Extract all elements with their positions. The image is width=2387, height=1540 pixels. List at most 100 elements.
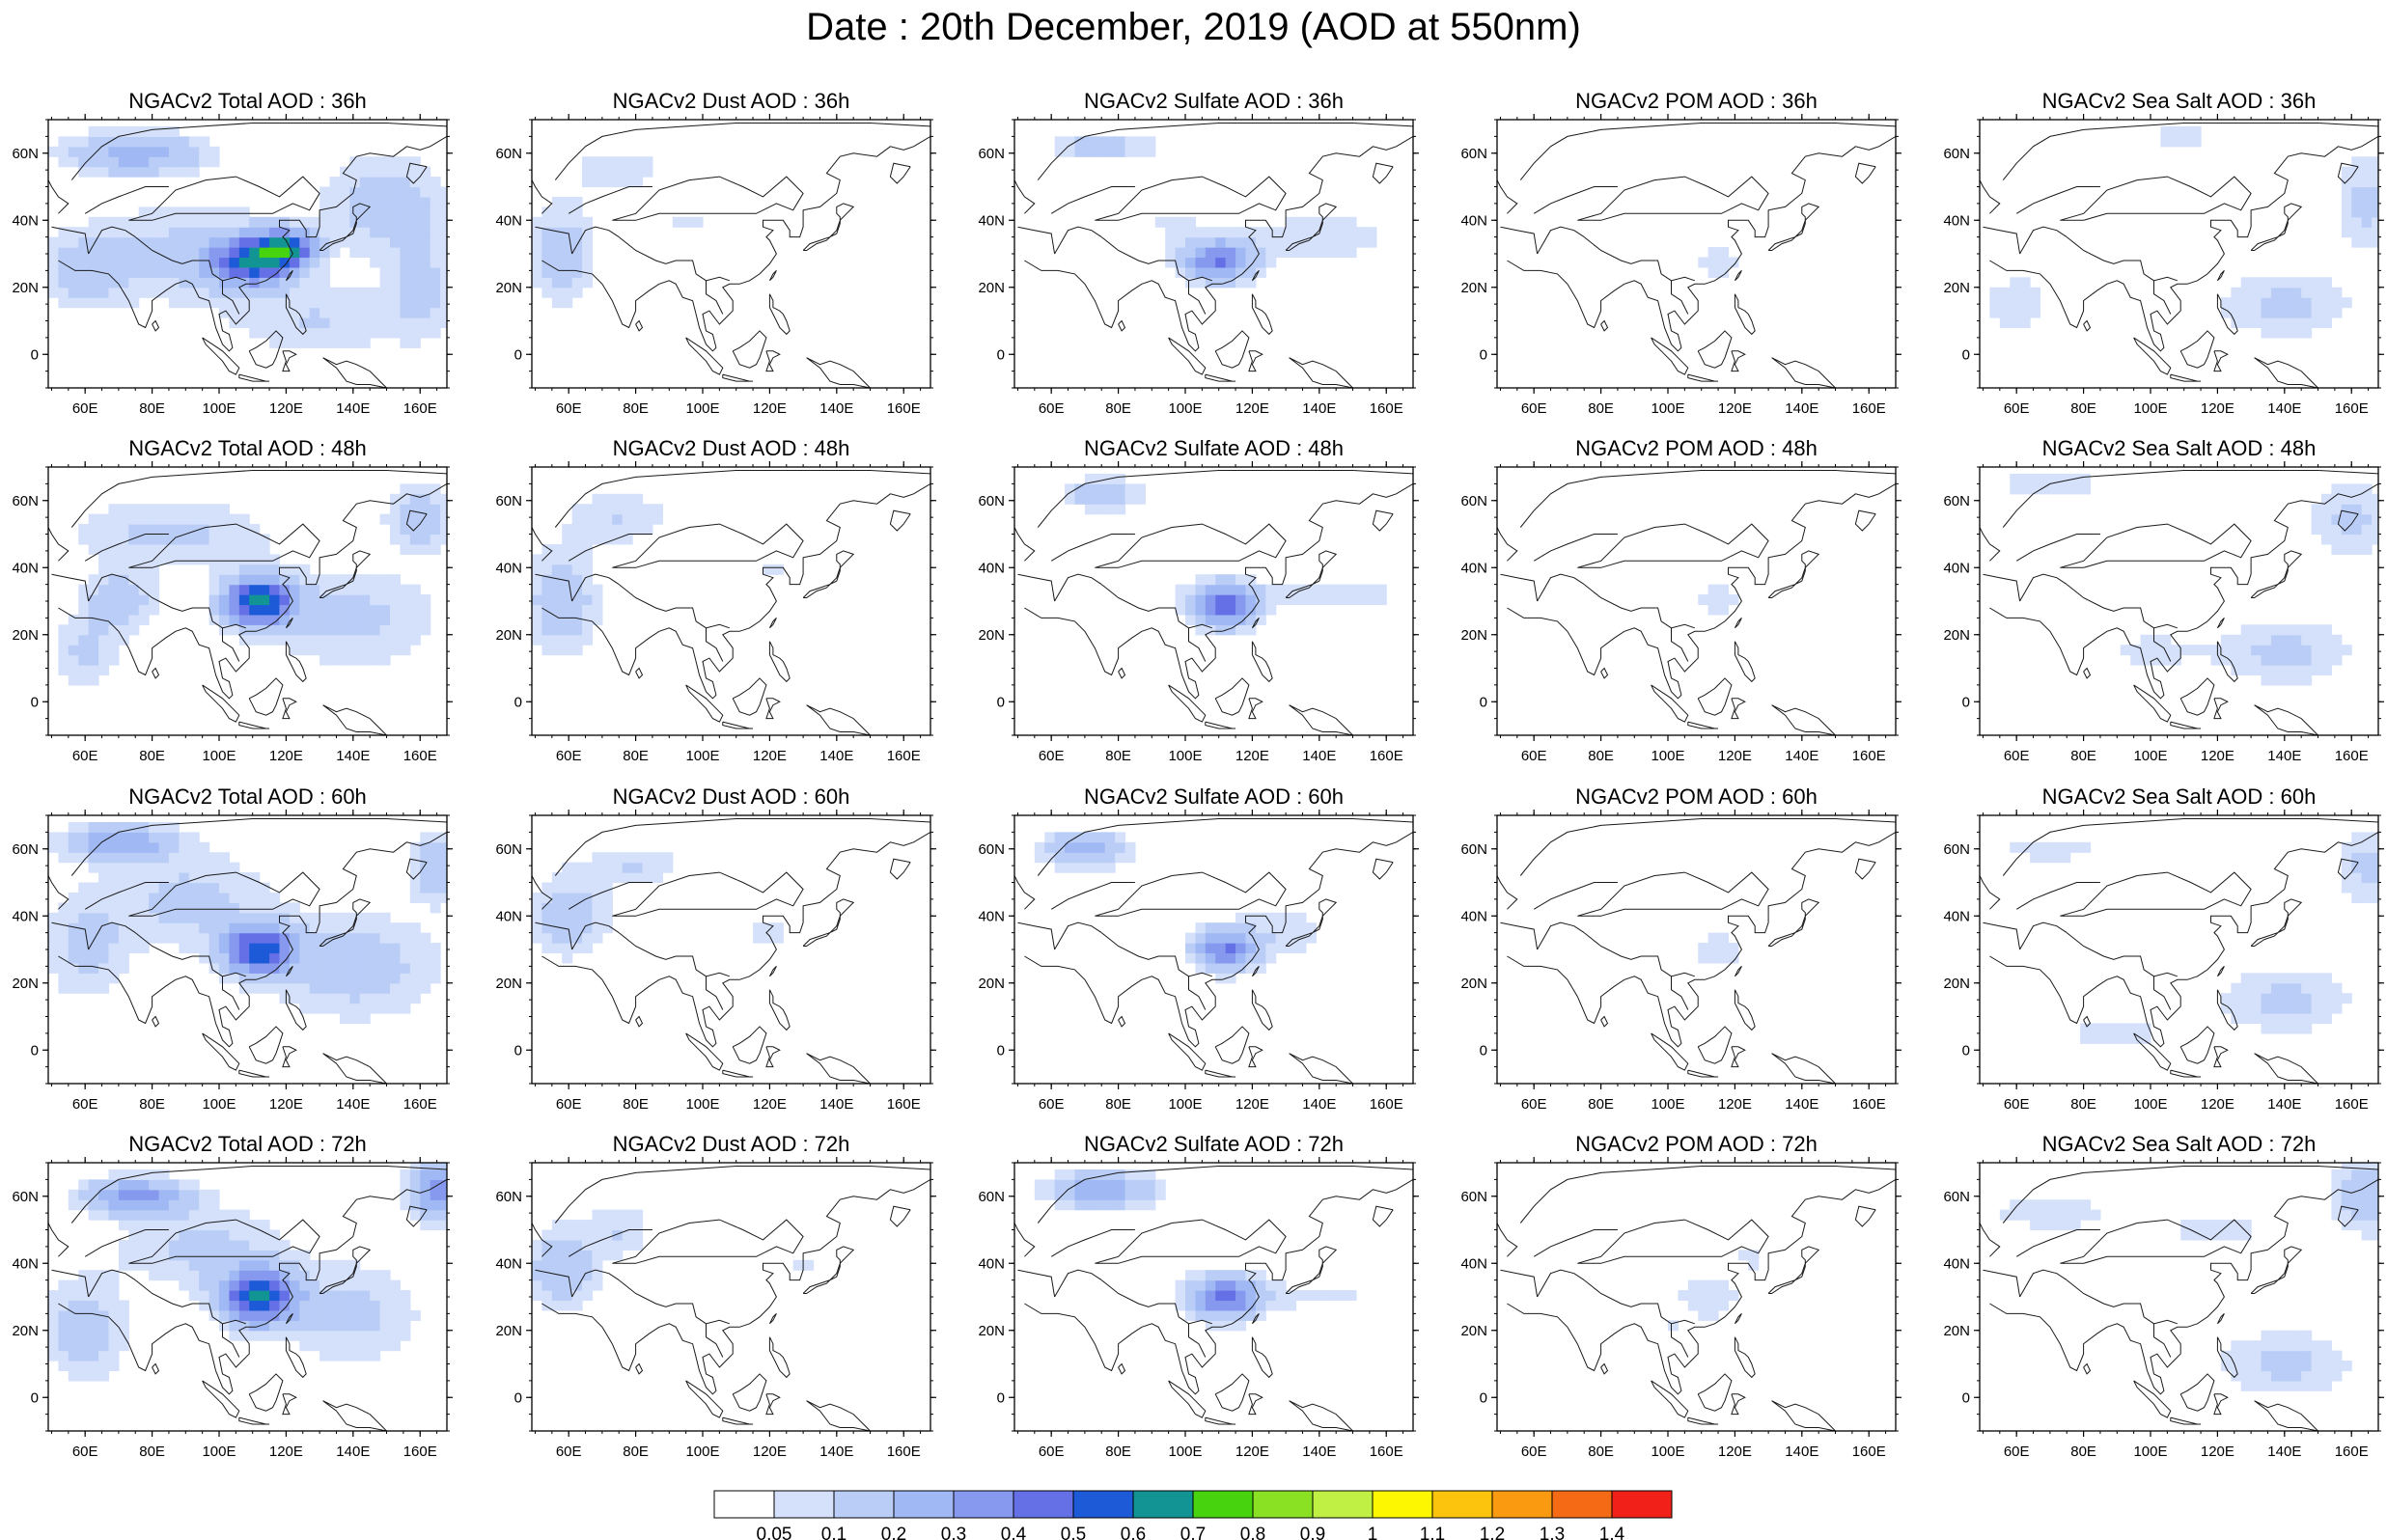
aod-cell xyxy=(188,513,200,525)
aod-cell xyxy=(219,216,231,228)
aod-cell xyxy=(339,1320,350,1332)
aod-cell xyxy=(1286,216,1297,228)
coastline xyxy=(541,831,930,1048)
x-tick-label: 140E xyxy=(336,1444,370,1460)
aod-cell xyxy=(118,574,129,586)
aod-cell xyxy=(269,982,281,994)
aod-cell xyxy=(339,973,350,984)
aod-cell xyxy=(642,513,653,525)
aod-cell xyxy=(249,584,261,595)
aod-cell xyxy=(249,1309,261,1321)
aod-cell xyxy=(2290,1023,2302,1034)
aod-cell xyxy=(329,287,341,298)
aod-cell xyxy=(379,1309,391,1321)
aod-cell xyxy=(1124,852,1136,864)
aod-cell xyxy=(158,287,170,298)
aod-cell xyxy=(98,952,110,964)
aod-cell xyxy=(199,902,210,914)
aod-cell xyxy=(1185,614,1197,625)
aod-cell xyxy=(2220,645,2232,656)
aod-cell xyxy=(359,1330,371,1341)
aod-cell xyxy=(238,922,250,934)
y-tick-label: 40N xyxy=(495,560,522,576)
aod-cell xyxy=(108,136,120,148)
aod-cell xyxy=(1205,236,1216,248)
aod-cell xyxy=(138,1209,150,1221)
aod-cell xyxy=(400,247,411,259)
aod-cell xyxy=(1245,962,1257,974)
aod-cell xyxy=(2301,624,2313,636)
aod-field xyxy=(1014,123,1413,388)
aod-cell xyxy=(339,1340,350,1352)
panel-title: NGACv2 Sea Salt AOD : 36h xyxy=(2042,89,2317,113)
aod-cell xyxy=(2311,287,2322,298)
aod-cell xyxy=(158,1209,170,1221)
aod-cell xyxy=(1728,257,1739,268)
coastline xyxy=(1507,135,1896,352)
aod-cell xyxy=(269,1259,281,1271)
aod-cell xyxy=(379,1279,391,1291)
aod-cell xyxy=(349,287,361,298)
aod-cell xyxy=(642,504,653,515)
aod-cell xyxy=(339,645,350,656)
aod-cell xyxy=(68,277,79,289)
aod-cell xyxy=(58,841,69,853)
aod-cell xyxy=(249,614,261,625)
aod-cell xyxy=(1195,952,1207,964)
coastline xyxy=(1980,875,2001,910)
coastline xyxy=(2216,641,2238,683)
aod-cell xyxy=(2281,982,2292,994)
aod-cell xyxy=(78,841,90,853)
aod-cell xyxy=(2301,1023,2313,1034)
aod-cell xyxy=(118,912,129,923)
y-tick-label: 40N xyxy=(1943,908,1970,924)
aod-cell xyxy=(1275,236,1287,248)
coastline xyxy=(1983,573,2021,602)
aod-cell xyxy=(168,902,180,914)
aod-cell xyxy=(2321,665,2333,676)
aod-cell xyxy=(138,277,150,289)
aod-cell xyxy=(229,1259,240,1271)
aod-cell xyxy=(2240,665,2252,676)
aod-field xyxy=(1497,123,1896,388)
aod-cell xyxy=(763,922,774,934)
aod-cell xyxy=(370,973,381,984)
aod-cell xyxy=(652,852,663,864)
aod-cell xyxy=(259,1320,270,1332)
aod-cell xyxy=(379,1270,391,1281)
aod-cell xyxy=(2049,841,2061,853)
x-tick-label: 140E xyxy=(819,748,853,764)
aod-cell xyxy=(1104,136,1116,148)
aod-cell xyxy=(108,872,120,884)
aod-cell xyxy=(1095,841,1106,853)
aod-cell xyxy=(118,524,129,536)
aod-cell xyxy=(208,1290,220,1302)
aod-cell xyxy=(329,186,341,198)
aod-cell xyxy=(2290,624,2302,636)
aod-cell xyxy=(1084,504,1096,515)
coastline xyxy=(1537,573,1585,602)
x-tick-label: 160E xyxy=(403,1096,437,1113)
aod-cell xyxy=(269,257,281,268)
panel-title: NGACv2 Sulfate AOD : 60h xyxy=(1084,784,1344,809)
aod-cell xyxy=(551,266,563,278)
aod-cell xyxy=(188,1209,200,1221)
aod-cell xyxy=(582,604,594,616)
aod-cell xyxy=(249,902,261,914)
aod-cell xyxy=(2231,634,2242,646)
panel-title: NGACv2 Dust AOD : 72h xyxy=(613,1132,850,1156)
aod-cell xyxy=(48,943,60,954)
aod-cell xyxy=(249,1220,261,1231)
aod-cell xyxy=(532,1259,543,1271)
aod-cell xyxy=(68,287,79,298)
aod-cell xyxy=(208,1259,220,1271)
aod-cell xyxy=(299,982,311,994)
aod-cell xyxy=(1305,216,1317,228)
coastline xyxy=(238,1416,270,1425)
aod-cell xyxy=(219,297,231,309)
aod-cell xyxy=(108,952,120,964)
coastline xyxy=(1118,1015,1126,1028)
aod-cell xyxy=(149,604,160,616)
aod-cell xyxy=(68,146,79,157)
coastline xyxy=(405,1205,428,1227)
